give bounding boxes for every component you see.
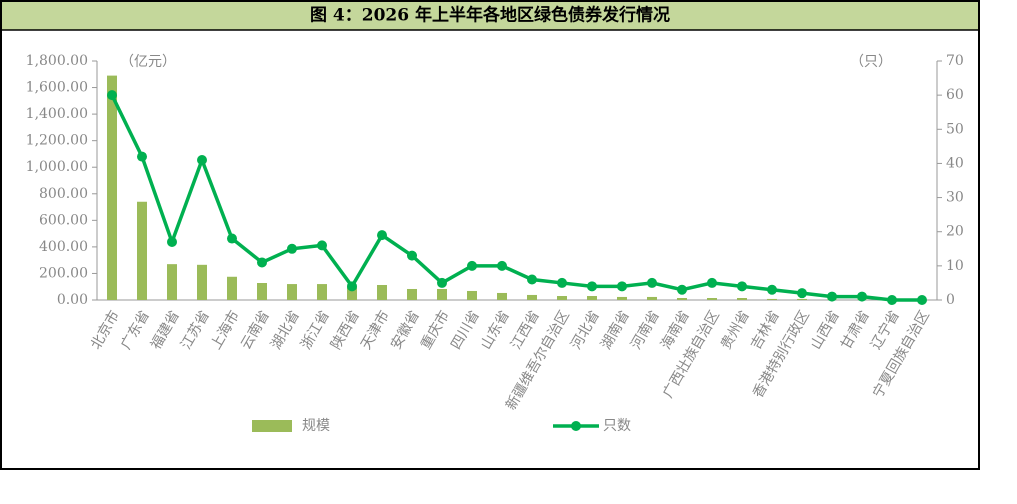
- bar: [107, 75, 117, 300]
- marker: [137, 151, 147, 162]
- marker: [467, 260, 477, 271]
- y2-tick-label: 0: [946, 292, 955, 308]
- bar: [167, 264, 177, 300]
- y-tick-label: 600.00: [39, 212, 88, 228]
- marker: [317, 240, 327, 251]
- marker: [827, 291, 837, 302]
- y2-tick-label: 40: [946, 155, 964, 171]
- marker: [617, 281, 627, 292]
- legend-label: 规模: [302, 418, 330, 434]
- y-tick-label: 1,800.00: [26, 53, 88, 69]
- marker: [107, 90, 117, 101]
- frame: [0, 0, 980, 470]
- marker: [257, 257, 267, 268]
- title-bar: [2, 2, 978, 30]
- bar: [467, 290, 477, 300]
- bar: [527, 294, 537, 300]
- legend-marker: [571, 421, 581, 431]
- marker: [707, 277, 717, 288]
- bar: [647, 296, 657, 300]
- bar: [287, 284, 297, 300]
- marker: [227, 233, 237, 244]
- marker: [887, 295, 897, 305]
- bar: [617, 296, 627, 300]
- bar: [137, 201, 147, 300]
- bar: [257, 283, 267, 300]
- y-unit: （亿元）: [120, 54, 176, 70]
- bar: [737, 298, 747, 300]
- legend-swatch: [252, 420, 292, 432]
- marker: [407, 250, 417, 261]
- bar: [377, 284, 387, 300]
- marker: [197, 155, 207, 166]
- y-tick-label: 1,600.00: [26, 80, 88, 96]
- y-tick-label: 1,200.00: [26, 133, 88, 149]
- y2-tick-label: 70: [946, 53, 964, 69]
- marker: [587, 281, 597, 292]
- bar: [587, 296, 597, 300]
- bar: [317, 284, 327, 300]
- chart-title: 图 4：2026 年上半年各地区绿色债券发行情况: [310, 5, 670, 26]
- y2-tick-label: 10: [946, 258, 964, 274]
- line: [110, 94, 922, 302]
- bar: [707, 298, 717, 300]
- bar: [227, 276, 237, 300]
- y2-tick-label: 20: [946, 224, 964, 240]
- y2-tick-label: 30: [946, 190, 964, 206]
- marker: [857, 291, 867, 302]
- y-tick-label: 0.00: [57, 292, 88, 308]
- bar: [197, 264, 207, 300]
- marker: [287, 243, 297, 254]
- bar: [557, 296, 567, 300]
- marker: [767, 284, 777, 295]
- marker: [167, 236, 177, 247]
- marker: [347, 281, 357, 292]
- y-tick-label: 800.00: [39, 186, 88, 202]
- marker: [527, 274, 537, 285]
- y2-unit: （只）: [850, 54, 892, 70]
- marker: [797, 288, 807, 299]
- marker: [917, 295, 927, 305]
- bar: [677, 298, 687, 300]
- bar: [437, 288, 447, 300]
- y-tick-label: 400.00: [39, 239, 88, 255]
- y-tick-label: 1,400.00: [26, 106, 88, 122]
- marker: [437, 277, 447, 288]
- marker: [497, 260, 507, 271]
- bar: [347, 286, 357, 300]
- bar: [497, 292, 507, 300]
- marker: [557, 277, 567, 288]
- y2-tick-label: 60: [946, 87, 964, 103]
- y-tick-label: 1,000.00: [26, 159, 88, 175]
- marker: [737, 281, 747, 292]
- bar: [407, 288, 417, 300]
- y-tick-label: 200.00: [39, 265, 88, 281]
- y2-tick-label: 50: [946, 121, 964, 137]
- marker: [377, 230, 387, 241]
- marker: [677, 284, 687, 295]
- bar: [797, 298, 807, 300]
- bar: [767, 298, 777, 300]
- marker: [647, 277, 657, 288]
- legend-label: 只数: [603, 418, 631, 434]
